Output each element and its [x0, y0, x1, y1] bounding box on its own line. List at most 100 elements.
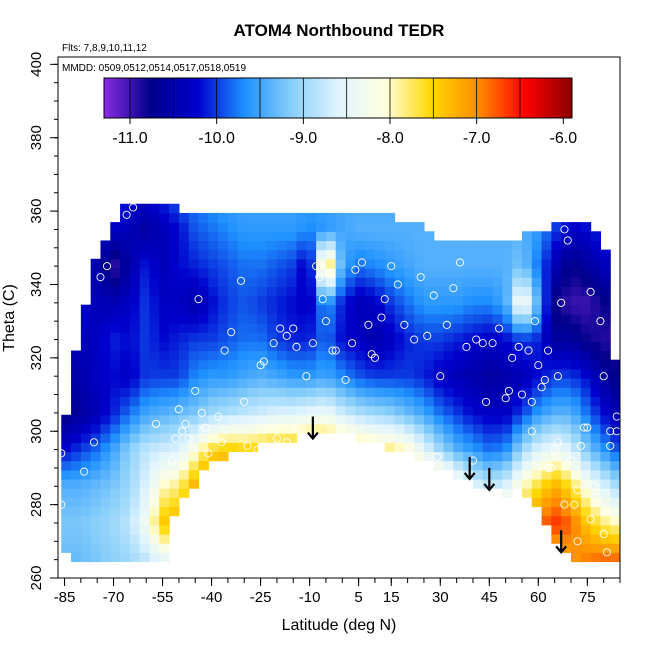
field-cell [71, 552, 82, 563]
field-cell [521, 469, 533, 480]
field-cell [169, 341, 180, 352]
field-cell [590, 378, 601, 388]
field-cell [551, 478, 562, 489]
field-cell [129, 543, 141, 553]
field-cell [100, 533, 111, 544]
observation-point [380, 295, 389, 304]
field-cell [316, 249, 327, 260]
field-cell [169, 212, 180, 223]
field-cell [541, 277, 552, 287]
field-cell [355, 277, 366, 287]
colorbar-tick-label: -10.0 [198, 130, 235, 147]
field-cell [80, 423, 92, 434]
field-cell [110, 304, 121, 315]
field-cell [590, 396, 601, 407]
field-cell [443, 423, 454, 434]
field-cell [178, 350, 190, 361]
field-cell [521, 488, 533, 498]
field-cell [463, 359, 474, 370]
field-cell [404, 222, 415, 232]
field-cell [570, 323, 582, 333]
field-cell [139, 552, 151, 563]
field-cell [443, 442, 454, 453]
field-cell [610, 552, 620, 563]
observation-point [586, 287, 595, 296]
flights-annotation: Flts: 7,8,9,10,11,12 [62, 43, 147, 54]
y-tick-label: 400 [28, 52, 45, 77]
field-cell [414, 249, 425, 260]
field-cell [198, 433, 209, 443]
field-cell [463, 378, 474, 388]
field-cell [149, 423, 160, 434]
y-tick-label: 340 [28, 272, 45, 297]
field-cell [129, 469, 141, 480]
field-cell [443, 304, 454, 315]
field-cell [512, 387, 523, 397]
field-cell [541, 231, 552, 242]
field-cell [453, 442, 464, 453]
field-cell [178, 423, 190, 434]
field-cell [286, 313, 298, 324]
field-cell [463, 350, 474, 361]
observation-point [540, 375, 549, 384]
field-cell [306, 359, 317, 370]
field-cell [90, 552, 102, 563]
field-cell [580, 258, 592, 269]
field-cell [492, 332, 503, 342]
field-cell [159, 506, 170, 517]
field-cell [129, 442, 141, 453]
field-cell [365, 222, 376, 232]
field-cell [61, 533, 72, 544]
observation-point [455, 258, 464, 267]
field-cell [159, 442, 170, 453]
field-cell [541, 323, 552, 333]
field-cell [502, 405, 513, 416]
field-cell [551, 359, 562, 370]
field-cell [120, 332, 131, 342]
field-cell [188, 387, 200, 397]
field-cell [71, 396, 82, 407]
field-cell [110, 497, 121, 508]
field-cell [316, 240, 327, 251]
field-cell [374, 240, 386, 251]
field-cell [169, 433, 180, 443]
field-cell [580, 240, 592, 251]
field-cell [198, 378, 209, 388]
field-cell [355, 341, 366, 352]
field-cell [247, 295, 258, 306]
field-cell [590, 552, 601, 563]
field-cell [531, 323, 543, 333]
field-cell [139, 240, 151, 251]
field-cell [110, 249, 121, 260]
field-cell [610, 543, 620, 553]
field-cell [365, 231, 376, 242]
field-cell [384, 277, 396, 287]
field-cell [521, 313, 533, 324]
field-cell [394, 387, 405, 397]
field-cell [218, 378, 229, 388]
field-cell [345, 387, 356, 397]
field-cell [365, 212, 376, 223]
field-cell [247, 433, 258, 443]
field-cell [433, 387, 445, 397]
field-cell [433, 249, 445, 260]
field-cell [90, 543, 102, 553]
observation-point [612, 427, 620, 436]
field-cell [374, 286, 386, 297]
field-cell [345, 414, 356, 425]
field-cell [414, 405, 425, 416]
field-cell [433, 286, 445, 297]
field-cell [414, 304, 425, 315]
field-cell [610, 469, 620, 480]
field-cell [306, 332, 317, 342]
field-cell [276, 433, 288, 443]
field-cell [384, 323, 396, 333]
field-cell [512, 304, 523, 315]
field-cell [90, 515, 102, 526]
field-cell [492, 451, 503, 462]
field-cell [541, 350, 552, 361]
field-cell [61, 478, 72, 489]
field-cell [139, 258, 151, 269]
field-cell [149, 240, 160, 251]
observation-point [599, 372, 608, 381]
